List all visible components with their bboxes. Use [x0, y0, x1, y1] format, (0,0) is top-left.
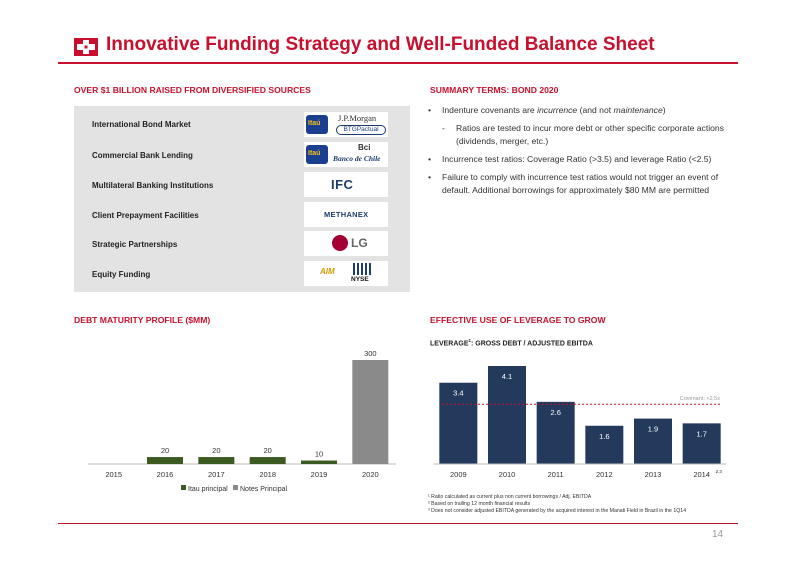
leverage-chart: 3.4 2009 4.1 2010 2.6 2011 1.6 2012 1.9 2013 1.7 20… — [434, 366, 726, 479]
x-tick-label: 2013 — [645, 470, 662, 479]
x-tick-label: 2019 — [311, 470, 328, 479]
source-label: Client Prepayment Facilities — [92, 211, 199, 220]
x-tick-label: 2010 — [499, 470, 516, 479]
equity-logos: AIM NYSE — [304, 261, 388, 286]
lg-logo: LG — [351, 236, 368, 250]
bullet-item: Failure to comply with incurrence test r… — [428, 171, 728, 197]
source-label: Commercial Bank Lending — [92, 151, 193, 160]
bar-itau — [249, 457, 286, 464]
itau-logo-icon: Itaú — [306, 145, 328, 164]
data-label: 1.9 — [648, 425, 658, 434]
sub-bullet-item: Ratios are tested to incur more debt or … — [428, 122, 728, 148]
debt-maturity-chart: 2015 20 2016 20 2017 20 2018 10 2019 300 2020 Itau … — [88, 349, 396, 493]
ifc-logo: IFC — [331, 177, 354, 192]
data-label: 4.1 — [502, 372, 512, 381]
leverage-bar — [536, 401, 575, 464]
footnote: ¹ Ratio calculated as current plus non c… — [428, 494, 592, 500]
multilateral-logos: IFC — [304, 172, 388, 197]
data-label: 2.6 — [550, 408, 560, 417]
x-tick-label: 2011 — [548, 470, 564, 479]
data-label: 3.4 — [453, 389, 463, 398]
company-logo-icon — [74, 38, 98, 56]
source-label: Strategic Partnerships — [92, 240, 178, 249]
legend-label: Itau principal — [188, 486, 228, 493]
data-label: 10 — [315, 450, 323, 459]
data-label: 20 — [212, 446, 220, 455]
bond-market-logos: Itaú J.P.Morgan BTGPactual — [304, 112, 388, 137]
banco-de-chile-logo: Banco de Chile — [333, 154, 381, 163]
footnote: ³ Does not consider adjusted EBITDA gene… — [428, 508, 687, 514]
data-label: 20 — [263, 446, 271, 455]
footnote: ² Based on trailing 12 month financial r… — [428, 501, 531, 507]
bar-itau — [147, 457, 183, 464]
source-label: Equity Funding — [92, 270, 151, 279]
nyse-logo: NYSE — [351, 276, 369, 283]
jpmorgan-logo: J.P.Morgan — [338, 113, 377, 123]
data-label: 1.6 — [599, 432, 609, 441]
x-tick-label: 2015 — [105, 470, 122, 479]
debt-heading: DEBT MATURITY PROFILE ($MM) — [74, 315, 211, 325]
leverage-bar — [488, 366, 526, 464]
bar-itau — [301, 460, 337, 464]
data-label: 300 — [364, 349, 377, 358]
data-label: 20 — [161, 446, 169, 455]
source-label: International Bond Market — [92, 120, 191, 129]
itau-logo-icon: Itaú — [306, 115, 328, 134]
bank-lending-logos: Itaú Bci Banco de Chile — [304, 142, 388, 167]
lg-logo-icon — [332, 235, 348, 251]
footnotes: ¹ Ratio calculated as current plus non c… — [428, 494, 686, 515]
x-tick-label: 2020 — [362, 470, 379, 479]
source-label: Multilateral Banking Institutions — [92, 181, 214, 190]
x-tick-label: 2014 — [693, 470, 710, 479]
summary-bullets: Indenture covenants are incurrence (and … — [428, 104, 728, 202]
data-label: 1.7 — [696, 429, 706, 438]
footer-divider — [58, 523, 738, 524]
x-tick-label: 2017 — [208, 470, 225, 479]
leverage-heading: EFFECTIVE USE OF LEVERAGE TO GROW — [430, 315, 606, 325]
btg-pactual-logo: BTGPactual — [336, 125, 386, 135]
prepayment-logos: METHANEX — [304, 202, 388, 227]
legend-swatch — [181, 485, 186, 490]
page-number: 14 — [712, 529, 724, 540]
leverage-bar — [634, 418, 672, 464]
summary-heading: SUMMARY TERMS: BOND 2020 — [430, 85, 559, 95]
leverage-bar — [585, 425, 624, 464]
bullet-item: Incurrence test ratios: Coverage Ratio (… — [428, 153, 728, 166]
x-tick-label: 2018 — [259, 470, 276, 479]
methanex-logo: METHANEX — [324, 210, 369, 219]
x-tick-label: 2009 — [450, 470, 467, 479]
x-tick-label: 2012 — [596, 470, 613, 479]
bullet-item: Indenture covenants are incurrence (and … — [428, 104, 728, 117]
leverage-bar — [439, 382, 478, 464]
x-tick-label: 2016 — [157, 470, 174, 479]
covenant-label: Covenant: <2.5x — [680, 396, 720, 402]
aim-logo: AIM — [320, 267, 335, 276]
partnership-logos: LG — [304, 231, 388, 256]
sources-heading: OVER $1 BILLION RAISED FROM DIVERSIFIED … — [74, 85, 311, 95]
legend-label: Notes Principal — [240, 486, 288, 493]
nyse-columns-icon — [353, 263, 371, 275]
bci-logo: Bci — [358, 143, 371, 152]
bar-notes — [352, 360, 389, 464]
legend-swatch — [233, 485, 238, 490]
page-title: Innovative Funding Strategy and Well-Fun… — [106, 34, 655, 55]
leverage-bar — [682, 423, 721, 464]
bar-itau — [198, 457, 235, 464]
x-tick-superscript: 2,3 — [716, 469, 723, 474]
title-divider — [58, 62, 738, 64]
leverage-chart-title: LEVERAGE1: GROSS DEBT / ADJUSTED EBITDA — [430, 338, 593, 348]
